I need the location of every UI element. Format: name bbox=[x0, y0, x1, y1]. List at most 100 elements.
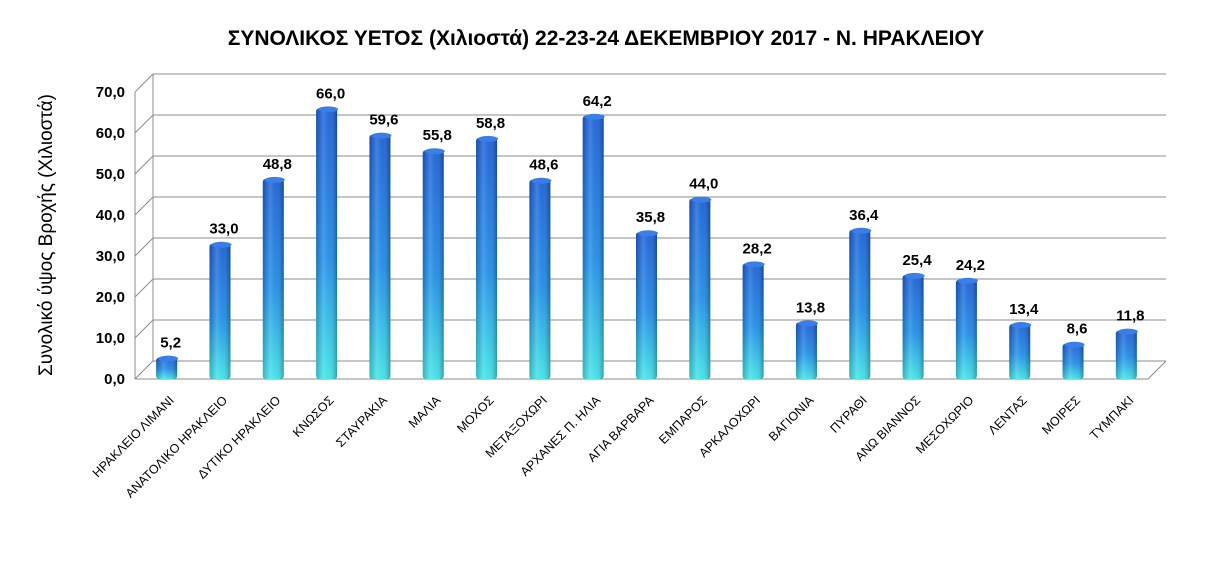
gridline-side bbox=[134, 196, 154, 216]
bar bbox=[955, 277, 978, 379]
bar bbox=[636, 230, 658, 379]
gridline-side bbox=[134, 155, 154, 175]
bar-cap bbox=[318, 106, 339, 113]
bar-shade bbox=[902, 274, 924, 379]
bar bbox=[156, 355, 179, 379]
bars bbox=[156, 106, 1138, 380]
bar bbox=[902, 272, 925, 379]
bar-shade bbox=[1062, 343, 1084, 379]
bar-shade bbox=[476, 137, 498, 379]
data-label: 13,4 bbox=[1009, 301, 1039, 318]
bar-shade bbox=[1009, 324, 1031, 379]
bar-shade bbox=[955, 279, 977, 379]
data-label: 5,2 bbox=[160, 335, 181, 352]
bar-shade bbox=[795, 322, 817, 379]
bar bbox=[689, 196, 712, 379]
x-tick-label: ΜΑΛΙΑ bbox=[406, 393, 444, 431]
bar-cap bbox=[424, 148, 445, 155]
bar-cap bbox=[1117, 328, 1138, 335]
data-label: 25,4 bbox=[902, 252, 932, 269]
gridline-side bbox=[134, 114, 154, 134]
data-label: 44,0 bbox=[689, 176, 718, 193]
x-tick-label: ΕΜΠΑΡΟΣ bbox=[656, 393, 710, 447]
x-tick-label: ΤΥΜΠΑΚΙ bbox=[1087, 393, 1136, 442]
x-tick-label: ΑΝΑΤΟΛΙΚΟ ΗΡΑΚΛΕΙΟ bbox=[123, 393, 230, 500]
bar-shade bbox=[529, 179, 551, 379]
data-label: 66,0 bbox=[316, 85, 345, 102]
data-label: 8,6 bbox=[1067, 321, 1088, 338]
bar bbox=[422, 148, 445, 379]
y-tick-label: 10,0 bbox=[96, 330, 125, 347]
data-label: 48,8 bbox=[263, 156, 292, 173]
bar-cap bbox=[531, 177, 552, 184]
gridline-side bbox=[134, 73, 154, 93]
bar-cap bbox=[638, 230, 658, 237]
bar-shade bbox=[1115, 330, 1137, 379]
bar bbox=[1115, 328, 1138, 379]
y-tick-label: 20,0 bbox=[96, 289, 125, 306]
y-axis-label: Συνολικό ύψος Βροχής (Χιλιοστά) bbox=[36, 94, 57, 376]
data-label: 55,8 bbox=[423, 127, 452, 144]
bar bbox=[529, 177, 552, 379]
y-tick-label: 70,0 bbox=[96, 84, 125, 101]
y-tick-label: 40,0 bbox=[96, 207, 125, 224]
gridline-side bbox=[134, 319, 154, 339]
bar bbox=[369, 132, 392, 379]
bar-cap bbox=[211, 241, 232, 248]
gridline-side bbox=[134, 237, 154, 257]
bar bbox=[209, 241, 232, 379]
data-label: 58,8 bbox=[476, 115, 505, 132]
data-label: 13,8 bbox=[796, 299, 825, 316]
bar-cap bbox=[957, 277, 978, 284]
bar bbox=[316, 106, 339, 380]
y-axis-ticks: 0,0 10,0 20,0 30,0 40,0 50,0 60,0 70,0 bbox=[96, 84, 125, 388]
bar-shade bbox=[742, 263, 764, 379]
data-label: 64,2 bbox=[583, 93, 612, 110]
chart-title: ΣΥΝΟΛΙΚΟΣ ΥΕΤΟΣ (Χιλιοστά) 22-23-24 ΔΕΚΕ… bbox=[228, 27, 985, 50]
x-tick-label: ΠΥΡΑΘΙ bbox=[827, 393, 869, 435]
y-tick-label: 30,0 bbox=[96, 248, 125, 265]
bar-cap bbox=[691, 196, 712, 203]
data-labels: 5,2 33,0 48,8 66,0 59,6 55,8 58,8 48,6 64,2 35,8 4… bbox=[160, 85, 1144, 351]
bar-cap bbox=[584, 113, 605, 120]
x-tick-label: ΚΝΩΣΟΣ bbox=[290, 393, 337, 440]
x-tick-label: ΒΑΓΙΟΝΙΑ bbox=[766, 393, 817, 444]
bar bbox=[1062, 341, 1085, 379]
y-tick-label: 60,0 bbox=[96, 125, 125, 142]
bar-cap bbox=[851, 227, 872, 234]
bar-cap bbox=[1064, 341, 1085, 348]
bar-cap bbox=[264, 176, 285, 183]
bar-shade bbox=[209, 243, 231, 379]
y-tick-label: 0,0 bbox=[104, 371, 125, 388]
bar-shade bbox=[689, 198, 711, 379]
bar-shade bbox=[582, 115, 604, 379]
bar-cap bbox=[371, 132, 392, 139]
bar bbox=[742, 261, 765, 379]
bar-shade bbox=[422, 150, 444, 379]
floor-edge bbox=[135, 360, 1167, 380]
bar-shade bbox=[262, 178, 284, 379]
bar-cap bbox=[478, 135, 499, 142]
bar-shade bbox=[636, 232, 657, 379]
bar-shade bbox=[156, 357, 178, 379]
bar-shade bbox=[369, 134, 391, 379]
data-label: 33,0 bbox=[209, 221, 238, 238]
data-label: 36,4 bbox=[849, 207, 879, 224]
data-label: 24,2 bbox=[956, 257, 985, 274]
bar-shade bbox=[316, 108, 338, 380]
gridline-side bbox=[134, 360, 154, 380]
bar-cap bbox=[158, 355, 179, 362]
x-tick-label: ΜΟΧΟΣ bbox=[454, 393, 497, 436]
bar-cap bbox=[744, 261, 765, 268]
gridline-side bbox=[134, 278, 154, 298]
data-label: 11,8 bbox=[1116, 308, 1144, 325]
x-tick-label: ΣΤΑΥΡΑΚΙΑ bbox=[333, 393, 390, 450]
bar-cap bbox=[904, 272, 925, 279]
bar-shade bbox=[849, 229, 871, 379]
x-tick-label: ΛΕΝΤΑΣ bbox=[986, 393, 1030, 437]
bar bbox=[476, 135, 499, 379]
bar-cap bbox=[797, 320, 818, 327]
bar bbox=[849, 227, 872, 379]
